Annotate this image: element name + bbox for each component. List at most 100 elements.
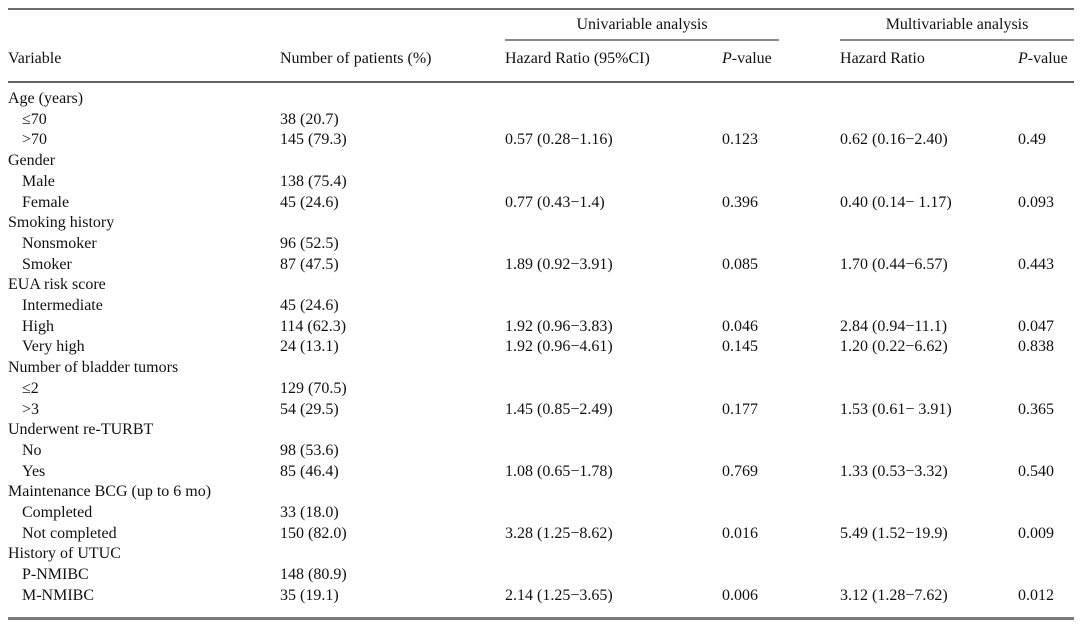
- cell-univariable-p-value: [722, 172, 840, 193]
- table-row: ≤70 38 (20.7): [8, 110, 1074, 131]
- cell-univariable-p-value: [722, 82, 840, 110]
- col-header-multi-p-value: P-value: [1018, 41, 1074, 82]
- group-header-univariable: Univariable analysis: [505, 9, 840, 41]
- cell-univariable-p-value: [722, 296, 840, 317]
- table-row: Very high 24 (13.1) 1.92 (0.96−4.61) 0.1…: [8, 337, 1074, 358]
- cell-univariable-p-value: [722, 110, 840, 131]
- cell-variable: High: [22, 317, 54, 335]
- table-row: EUA risk score: [8, 275, 1074, 296]
- cell-multivariable-p-value: [1018, 296, 1074, 317]
- cell-variable: Smoker: [22, 255, 72, 273]
- column-header-row: Hazard Ratio (95%CI) P-value Hazard Rati…: [8, 41, 1074, 82]
- cell-univariable-hazard-ratio: 0.57 (0.28−1.16): [505, 131, 613, 149]
- cell-univariable-hazard-ratio: [505, 110, 722, 131]
- cell-univariable-p-value: 0.006: [722, 586, 758, 604]
- cell-multivariable-p-value: [1018, 544, 1074, 565]
- cell-univariable-p-value: 0.145: [722, 338, 758, 356]
- cell-multivariable-p-value: 0.365: [1018, 400, 1055, 418]
- cell-univariable-hazard-ratio: [505, 503, 722, 524]
- p-italic: P: [1018, 50, 1028, 67]
- cell-univariable-hazard-ratio: 2.14 (1.25−3.65): [505, 586, 613, 604]
- cell-multivariable-p-value: 0.012: [1018, 586, 1055, 604]
- cell-univariable-p-value: [722, 503, 840, 524]
- cell-variable: P-NMIBC: [22, 566, 89, 584]
- cell-multivariable-p-value: [1018, 234, 1074, 255]
- cell-univariable-p-value: [722, 234, 840, 255]
- table-row: Gender: [8, 151, 1074, 172]
- cell-variable: Female: [22, 193, 70, 211]
- cell-multivariable-hazard-ratio: [840, 379, 1018, 400]
- cell-multivariable-hazard-ratio: [840, 151, 1018, 172]
- cell-patients: [280, 213, 505, 234]
- cell-multivariable-hazard-ratio: 5.49 (1.52−19.9): [840, 524, 948, 542]
- cell-multivariable-hazard-ratio: [840, 110, 1018, 131]
- cell-variable: >3: [22, 400, 40, 418]
- cell-patients: [280, 151, 505, 172]
- cell-multivariable-hazard-ratio: [840, 82, 1018, 110]
- cell-univariable-hazard-ratio: 1.45 (0.85−2.49): [505, 400, 613, 418]
- cell-multivariable-hazard-ratio: [840, 482, 1018, 503]
- cell-univariable-hazard-ratio: 1.89 (0.92−3.91): [505, 255, 613, 273]
- cell-univariable-p-value: [722, 565, 840, 586]
- cell-patients: 54 (29.5): [280, 400, 339, 418]
- table-row: Age (years): [8, 82, 1074, 110]
- cell-variable: Number of bladder tumors: [8, 359, 179, 377]
- cell-univariable-hazard-ratio: [505, 234, 722, 255]
- cell-patients: 138 (75.4): [280, 172, 347, 190]
- cell-multivariable-hazard-ratio: 0.62 (0.16−2.40): [840, 131, 948, 149]
- cell-variable: Nonsmoker: [22, 234, 97, 252]
- table-row: Completed 33 (18.0): [8, 503, 1074, 524]
- cell-multivariable-p-value: [1018, 151, 1074, 172]
- cell-multivariable-hazard-ratio: 1.20 (0.22−6.62): [840, 338, 948, 356]
- cell-variable: Gender: [8, 152, 56, 170]
- cell-univariable-hazard-ratio: 3.28 (1.25−8.62): [505, 524, 613, 542]
- cell-multivariable-hazard-ratio: [840, 358, 1018, 379]
- cell-variable: Smoking history: [8, 214, 115, 232]
- cell-univariable-hazard-ratio: [505, 482, 722, 503]
- table-row: Intermediate 45 (24.6): [8, 296, 1074, 317]
- cell-patients: 33 (18.0): [280, 504, 339, 522]
- cell-univariable-p-value: 0.769: [722, 462, 758, 480]
- cell-patients: 38 (20.7): [280, 110, 339, 128]
- cell-univariable-hazard-ratio: [505, 379, 722, 400]
- cell-univariable-p-value: [722, 151, 840, 172]
- cell-univariable-p-value: [722, 482, 840, 503]
- cell-patients: [280, 544, 505, 565]
- cell-variable: ≤2: [22, 379, 39, 397]
- cell-univariable-hazard-ratio: [505, 544, 722, 565]
- cell-univariable-hazard-ratio: [505, 82, 722, 110]
- multivariable-analysis-label: Multivariable analysis: [885, 16, 1029, 33]
- cell-patients: 24 (13.1): [280, 338, 339, 356]
- cell-univariable-p-value: [722, 420, 840, 441]
- table-row: High 114 (62.3) 1.92 (0.96−3.83) 0.046 2…: [8, 317, 1074, 338]
- p-rest: -value: [731, 50, 772, 67]
- cell-multivariable-hazard-ratio: [840, 296, 1018, 317]
- cell-variable: Yes: [22, 462, 46, 480]
- table-body: Age (years) ≤70 38 (20.7) >70 145 (79.3)…: [8, 82, 1074, 618]
- cell-multivariable-hazard-ratio: [840, 565, 1018, 586]
- cell-multivariable-p-value: [1018, 379, 1074, 400]
- cell-patients: [280, 420, 505, 441]
- cell-multivariable-p-value: [1018, 482, 1074, 503]
- cell-variable: Male: [22, 172, 55, 190]
- col-header-uni-hazard-ratio: Hazard Ratio (95%CI): [505, 50, 650, 67]
- cell-multivariable-p-value: 0.540: [1018, 462, 1055, 480]
- cell-univariable-p-value: [722, 441, 840, 462]
- table-header: Variable Number of patients (%) Univaria…: [8, 9, 1075, 82]
- col-header-uni-p-value: P-value: [722, 41, 840, 82]
- cell-multivariable-p-value: [1018, 275, 1074, 296]
- cell-multivariable-p-value: 0.009: [1018, 524, 1055, 542]
- cell-patients: 45 (24.6): [280, 297, 339, 315]
- table-row: ≤2 129 (70.5): [8, 379, 1074, 400]
- cox-regression-table: Variable Number of patients (%) Univaria…: [8, 8, 1075, 620]
- cell-patients: 35 (19.1): [280, 586, 339, 604]
- cell-multivariable-p-value: 0.047: [1018, 317, 1055, 335]
- cell-multivariable-p-value: [1018, 110, 1074, 131]
- table-row: P-NMIBC 148 (80.9): [8, 565, 1074, 586]
- cell-multivariable-hazard-ratio: 1.53 (0.61− 3.91): [840, 400, 952, 418]
- cell-multivariable-hazard-ratio: [840, 234, 1018, 255]
- cell-multivariable-p-value: [1018, 358, 1074, 379]
- cell-variable: Maintenance BCG (up to 6 mo): [8, 483, 212, 501]
- table-row: >70 145 (79.3) 0.57 (0.28−1.16) 0.123 0.…: [8, 130, 1074, 151]
